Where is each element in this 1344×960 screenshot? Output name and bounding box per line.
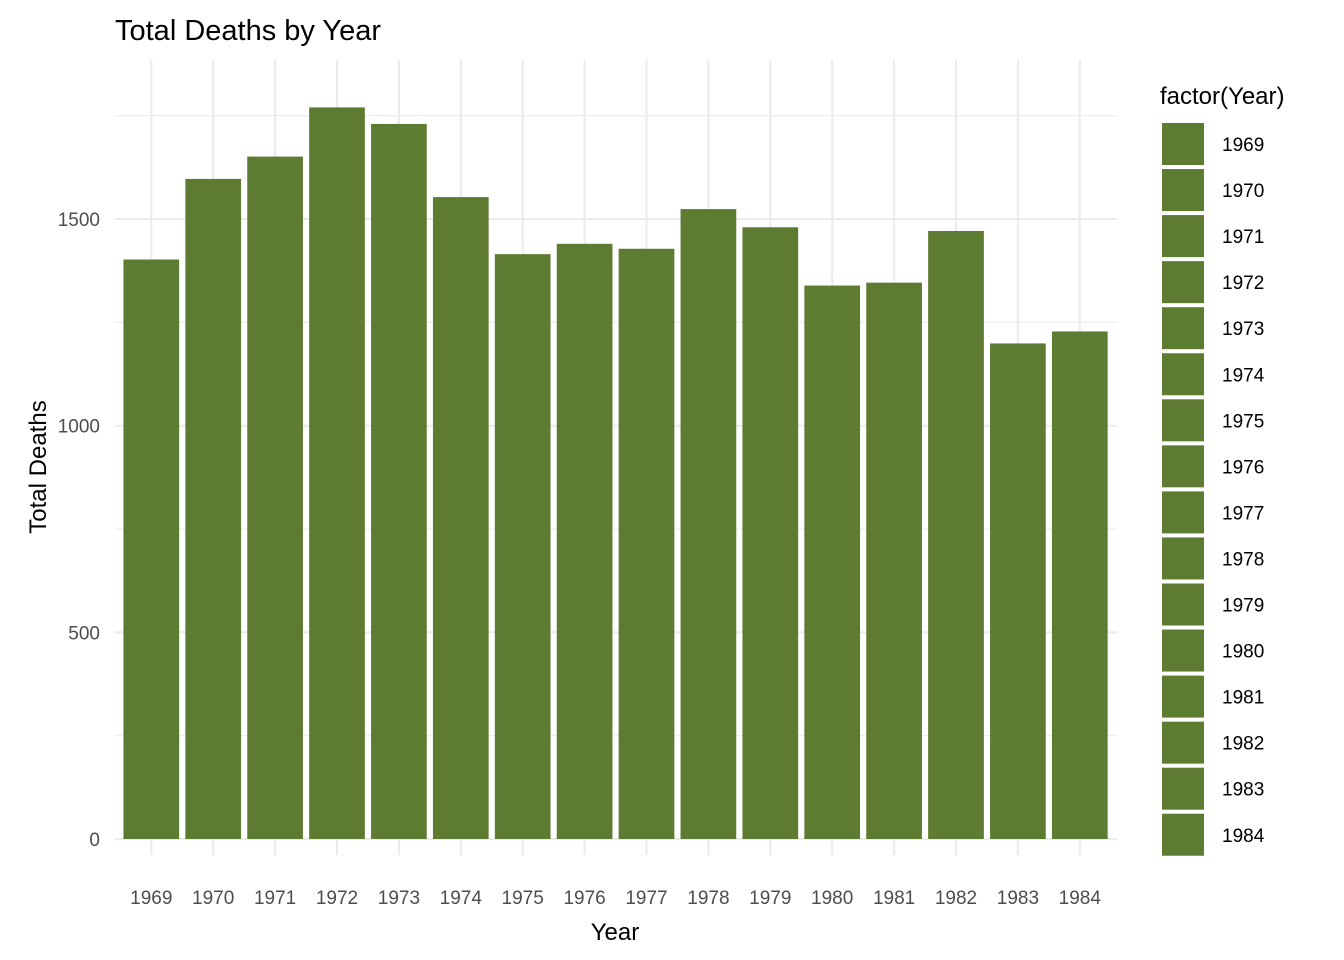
x-tick-label: 1983 xyxy=(997,888,1039,909)
bars xyxy=(123,107,1108,840)
legend-label: 1980 xyxy=(1222,642,1264,663)
bar-1974 xyxy=(432,197,489,840)
bar-1983 xyxy=(990,343,1046,839)
bar-1973 xyxy=(371,123,427,839)
legend-label: 1978 xyxy=(1222,549,1264,570)
bar-1976 xyxy=(556,243,613,840)
y-tick-label: 1500 xyxy=(58,210,100,231)
x-tick-label: 1969 xyxy=(130,888,172,909)
legend-key-1975 xyxy=(1162,399,1204,442)
legend-label: 1972 xyxy=(1222,273,1264,294)
bar-1972 xyxy=(309,107,365,839)
y-tick-label: 500 xyxy=(68,623,100,644)
legend-key-1973 xyxy=(1162,307,1204,350)
x-tick-label: 1979 xyxy=(749,888,791,909)
legend-label: 1977 xyxy=(1222,503,1264,524)
legend-label: 1984 xyxy=(1222,826,1265,847)
x-tick-label: 1976 xyxy=(563,888,605,909)
y-axis-title: Total Deaths xyxy=(25,400,52,533)
bar-1975 xyxy=(494,254,551,840)
legend-key-1972 xyxy=(1162,261,1204,304)
legend-label: 1970 xyxy=(1222,181,1264,202)
legend-label: 1975 xyxy=(1222,411,1264,432)
x-axis-title: Year xyxy=(591,919,640,946)
bar-1969 xyxy=(123,259,180,839)
x-tick-label: 1974 xyxy=(440,888,483,909)
y-tick-label: 1000 xyxy=(58,417,100,438)
x-tick-label: 1982 xyxy=(935,888,977,909)
x-tick-label: 1980 xyxy=(811,888,853,909)
bar-1984 xyxy=(1051,331,1108,839)
y-tick-label: 0 xyxy=(89,830,100,851)
legend-label: 1981 xyxy=(1222,688,1264,709)
legend-label: 1979 xyxy=(1222,596,1264,617)
x-tick-label: 1981 xyxy=(873,888,915,909)
legend-label: 1976 xyxy=(1222,457,1264,478)
x-tick-label: 1970 xyxy=(192,888,234,909)
x-tick-label: 1971 xyxy=(254,888,296,909)
legend-label: 1983 xyxy=(1222,780,1264,801)
bar-1978 xyxy=(680,209,737,839)
legend-label: 1969 xyxy=(1222,135,1264,156)
legend-label: 1974 xyxy=(1222,365,1265,386)
legend-key-1971 xyxy=(1162,215,1204,258)
legend-key-1976 xyxy=(1162,445,1204,488)
legend-key-1970 xyxy=(1162,169,1204,212)
x-tick-label: 1972 xyxy=(316,888,358,909)
x-tick-label: 1973 xyxy=(378,888,420,909)
legend-key-1981 xyxy=(1162,675,1204,718)
bar-1970 xyxy=(185,178,242,839)
y-axis-ticks: 0 500 1000 1500 xyxy=(58,210,100,851)
x-tick-label: 1975 xyxy=(502,888,544,909)
bar-1977 xyxy=(618,248,675,839)
legend-key-1979 xyxy=(1162,583,1204,626)
legend-label: 1973 xyxy=(1222,319,1264,340)
legend-key-1980 xyxy=(1162,629,1204,672)
legend-key-1984 xyxy=(1162,813,1204,856)
bar-1981 xyxy=(866,282,922,839)
legend-key-1977 xyxy=(1162,491,1204,534)
legend-key-1983 xyxy=(1162,767,1204,810)
bar-1979 xyxy=(742,227,799,839)
legend-title: factor(Year) xyxy=(1160,83,1285,110)
x-tick-label: 1984 xyxy=(1059,888,1102,909)
legend: factor(Year) 1969 1970 1971 1972 1973 1974 197… xyxy=(1160,83,1285,856)
x-tick-label: 1978 xyxy=(687,888,729,909)
legend-key-1982 xyxy=(1162,721,1204,764)
legend-label: 1982 xyxy=(1222,734,1264,755)
chart-title: Total Deaths by Year xyxy=(115,15,381,47)
bar-1971 xyxy=(247,156,303,839)
bar-1982 xyxy=(928,230,984,839)
legend-label: 1971 xyxy=(1222,227,1264,248)
legend-key-1974 xyxy=(1162,353,1204,396)
x-tick-label: 1977 xyxy=(625,888,667,909)
legend-key-1969 xyxy=(1162,123,1204,165)
x-axis-ticks: 1969 1970 1971 1972 1973 1974 1975 1976 1977 1978… xyxy=(130,888,1101,909)
legend-key-1978 xyxy=(1162,537,1204,580)
bar-1980 xyxy=(804,285,861,840)
